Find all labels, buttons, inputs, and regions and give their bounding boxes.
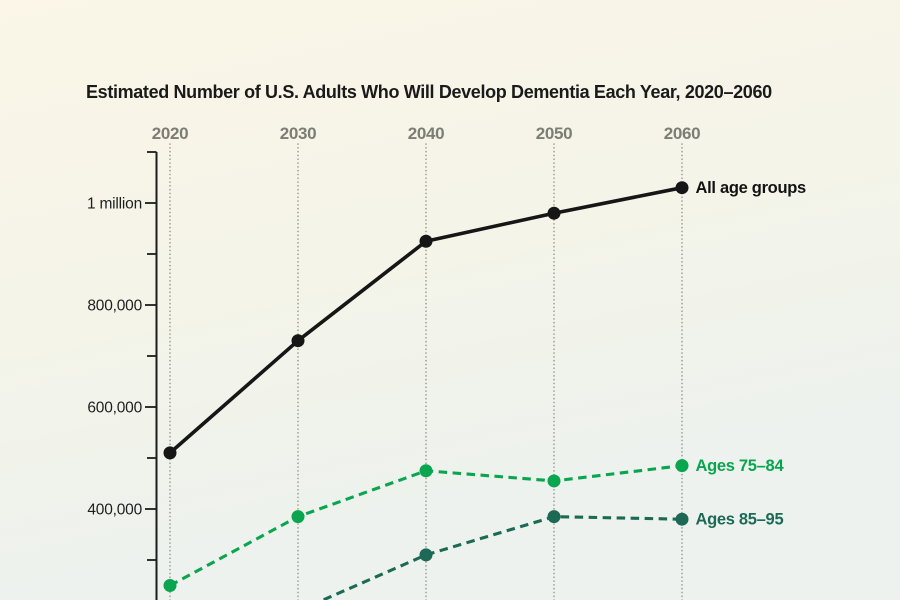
series-ages-75-84: Ages 75–84 bbox=[163, 457, 785, 592]
series-label-ages-75-84: Ages 75–84 bbox=[696, 457, 785, 475]
series-line-ages-85-95 bbox=[319, 515, 683, 600]
data-point-ages-75-84-2060 bbox=[675, 459, 689, 473]
series-line-ages-75-84 bbox=[169, 464, 683, 587]
data-point-ages-75-84-2030 bbox=[291, 510, 305, 524]
data-point-all-age-groups-2060 bbox=[675, 181, 689, 195]
y-axis-label-800000: 800,000 bbox=[87, 298, 142, 315]
series-all-age-groups: All age groups bbox=[163, 179, 807, 460]
data-point-ages-75-84-2020 bbox=[163, 579, 177, 592]
data-point-ages-85-95-2040 bbox=[419, 548, 433, 562]
x-axis-label-2030: 2030 bbox=[280, 124, 317, 143]
data-point-ages-85-95-2050 bbox=[547, 510, 561, 524]
y-axis-label-400000: 400,000 bbox=[87, 502, 142, 519]
y-axis: 400,000 600,000 800,000 1 million bbox=[87, 151, 158, 600]
y-axis-label-1000000: 1 million bbox=[87, 196, 142, 213]
series-ages-85-95: Ages 85–95 bbox=[319, 510, 784, 600]
data-point-ages-75-84-2050 bbox=[547, 474, 561, 488]
data-point-all-age-groups-2050 bbox=[547, 206, 561, 220]
data-point-all-age-groups-2030 bbox=[291, 334, 305, 348]
data-point-all-age-groups-2040 bbox=[419, 234, 433, 248]
x-axis-label-2050: 2050 bbox=[536, 124, 573, 143]
series-label-ages-85-95: Ages 85–95 bbox=[696, 511, 784, 529]
chart-title: Estimated Number of U.S. Adults Who Will… bbox=[86, 82, 772, 102]
data-point-all-age-groups-2020 bbox=[163, 446, 177, 460]
y-axis-label-600000: 600,000 bbox=[87, 400, 142, 417]
x-axis-labels: 2020 2030 2040 2050 2060 bbox=[152, 124, 701, 143]
data-point-ages-75-84-2040 bbox=[419, 464, 433, 478]
x-axis-label-2040: 2040 bbox=[408, 124, 445, 143]
x-axis-label-2020: 2020 bbox=[152, 124, 189, 143]
data-point-ages-85-95-2060 bbox=[675, 512, 689, 526]
x-axis-label-2060: 2060 bbox=[664, 124, 701, 143]
series-label-all-age-groups: All age groups bbox=[696, 179, 807, 197]
x-gridlines bbox=[169, 143, 683, 600]
